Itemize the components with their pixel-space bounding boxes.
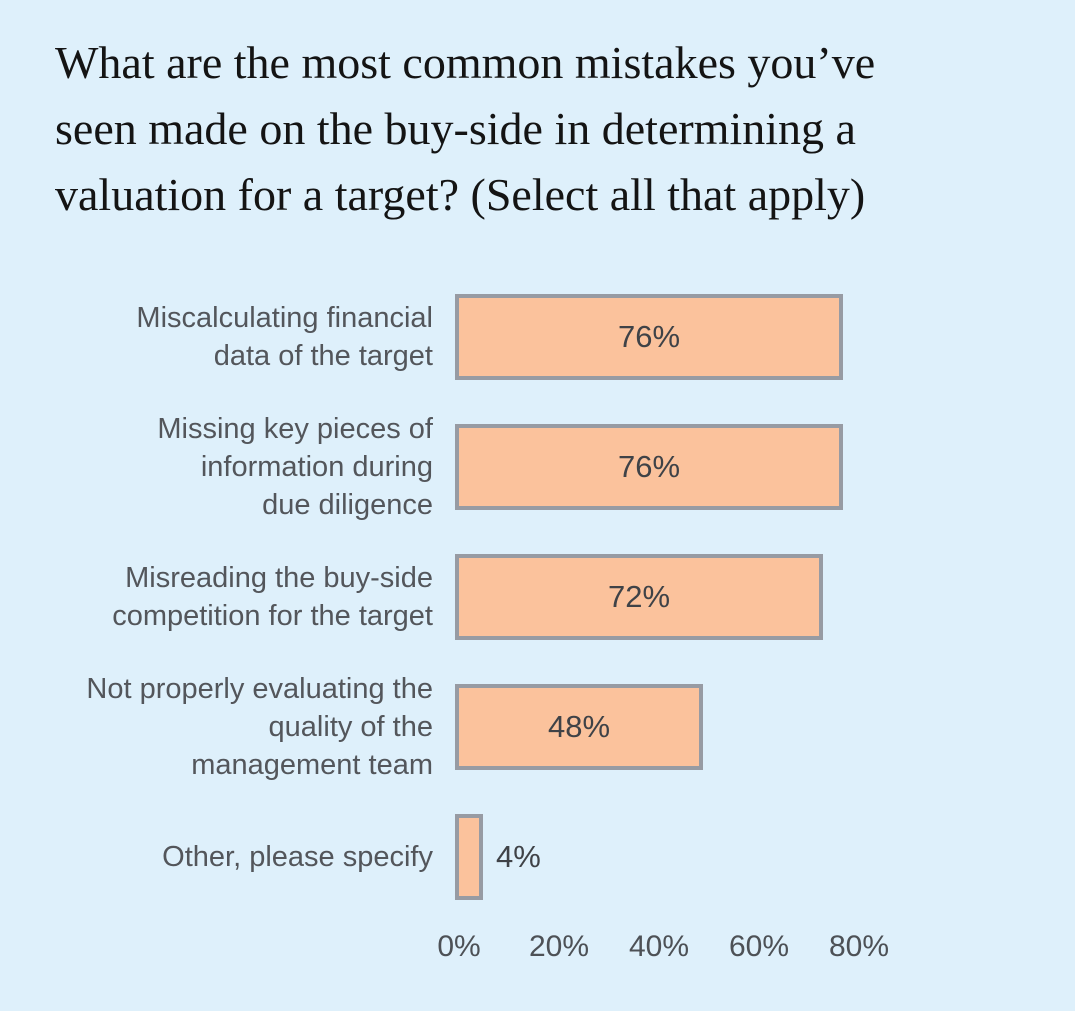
bar-value-label: 72% xyxy=(607,579,671,614)
bar-value-label: 48% xyxy=(547,709,611,744)
category-label: Missing key pieces of information during… xyxy=(157,413,433,521)
category-label: Other, please specify xyxy=(162,841,433,873)
bar-row: Missing key pieces of information during… xyxy=(0,413,1075,521)
category-label: Not properly evaluating the quality of t… xyxy=(86,673,433,781)
chart-title: What are the most common mistakes you’ve… xyxy=(55,37,876,220)
bar-value-label: 4% xyxy=(496,839,541,874)
bar-value-label: 76% xyxy=(617,449,681,484)
bar-row: Miscalculating financial data of the tar… xyxy=(0,294,1075,380)
x-axis-tick-label: 80% xyxy=(828,930,890,963)
bar-row: Misreading the buy-side competition for … xyxy=(0,554,1075,640)
x-axis-tick-label: 40% xyxy=(628,930,690,963)
bar-area: 4% xyxy=(455,814,541,900)
bar xyxy=(455,814,483,900)
x-axis-tick-label: 0% xyxy=(437,930,481,963)
x-axis: 0% 20% 40% 60% 80% xyxy=(437,930,979,976)
category-label: Miscalculating financial data of the tar… xyxy=(136,302,433,372)
bar: 48% xyxy=(455,684,703,770)
bar-area: 76% xyxy=(455,424,843,510)
bar-chart: Miscalculating financial data of the tar… xyxy=(0,294,1075,944)
bar-row: Not properly evaluating the quality of t… xyxy=(0,673,1075,781)
bar-area: 48% xyxy=(455,684,703,770)
x-axis-tick-label: 20% xyxy=(528,930,590,963)
x-axis-tick-label: 60% xyxy=(728,930,790,963)
bar-rows: Miscalculating financial data of the tar… xyxy=(0,294,1075,900)
bar-area: 76% xyxy=(455,294,843,380)
bar: 76% xyxy=(455,424,843,510)
bar: 72% xyxy=(455,554,823,640)
bar: 76% xyxy=(455,294,843,380)
bar-area: 72% xyxy=(455,554,823,640)
bar-value-label: 76% xyxy=(617,319,681,354)
category-label: Misreading the buy-side competition for … xyxy=(112,562,433,632)
bar-row: Other, please specify 4% xyxy=(0,814,1075,900)
